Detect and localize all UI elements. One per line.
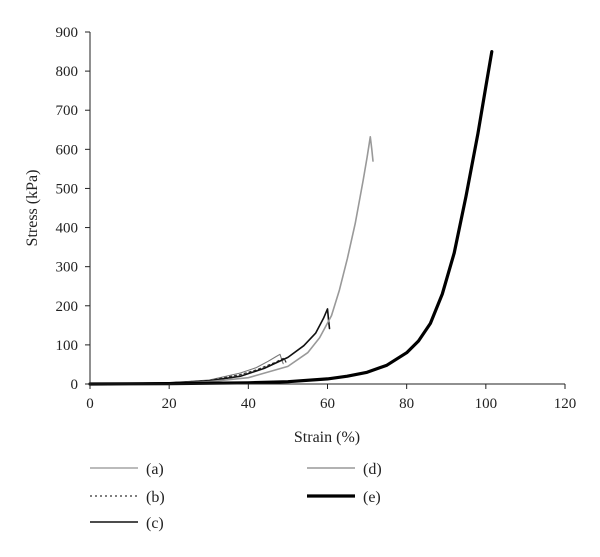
x-tick-label: 20	[162, 396, 177, 412]
y-tick-label: 300	[56, 260, 79, 276]
axes	[89, 32, 565, 385]
legend-label-b: (b)	[146, 489, 165, 506]
x-tick-label: 100	[475, 396, 498, 412]
legend-label-a: (a)	[146, 461, 164, 478]
x-tick-label: 120	[554, 396, 577, 412]
x-tick-label: 0	[86, 396, 94, 412]
y-tick-label: 700	[56, 103, 79, 119]
series-line-a	[89, 353, 284, 385]
series-line-d	[89, 136, 374, 385]
legend-label-d: (d)	[363, 461, 382, 478]
legend-label-e: (e)	[363, 489, 381, 506]
series-line-c	[89, 308, 331, 385]
x-tick-label: 80	[399, 396, 414, 412]
y-tick-label: 200	[56, 299, 79, 315]
y-tick-label: 400	[56, 221, 79, 237]
y-tick-label: 800	[56, 64, 79, 80]
plot-area	[88, 49, 494, 386]
legend-label-c: (c)	[146, 515, 164, 532]
x-tick-label: 40	[241, 396, 256, 412]
y-tick-label: 600	[56, 142, 79, 158]
x-ticks: 0 20 40 60 80 100 120	[86, 384, 576, 412]
x-axis-title: Strain (%)	[294, 429, 360, 446]
y-tick-label: 100	[56, 338, 79, 354]
y-ticks: 0 100 200 300 400 500 600 700 800 900	[56, 25, 90, 393]
series-line-e	[88, 49, 494, 386]
x-tick-label: 60	[320, 396, 335, 412]
y-tick-label: 900	[56, 25, 79, 41]
y-tick-label: 500	[56, 181, 79, 197]
y-tick-label: 0	[71, 377, 79, 393]
y-axis-title: Stress (kPa)	[24, 170, 41, 247]
legend: (a) (b) (c) (d) (e)	[90, 461, 382, 532]
